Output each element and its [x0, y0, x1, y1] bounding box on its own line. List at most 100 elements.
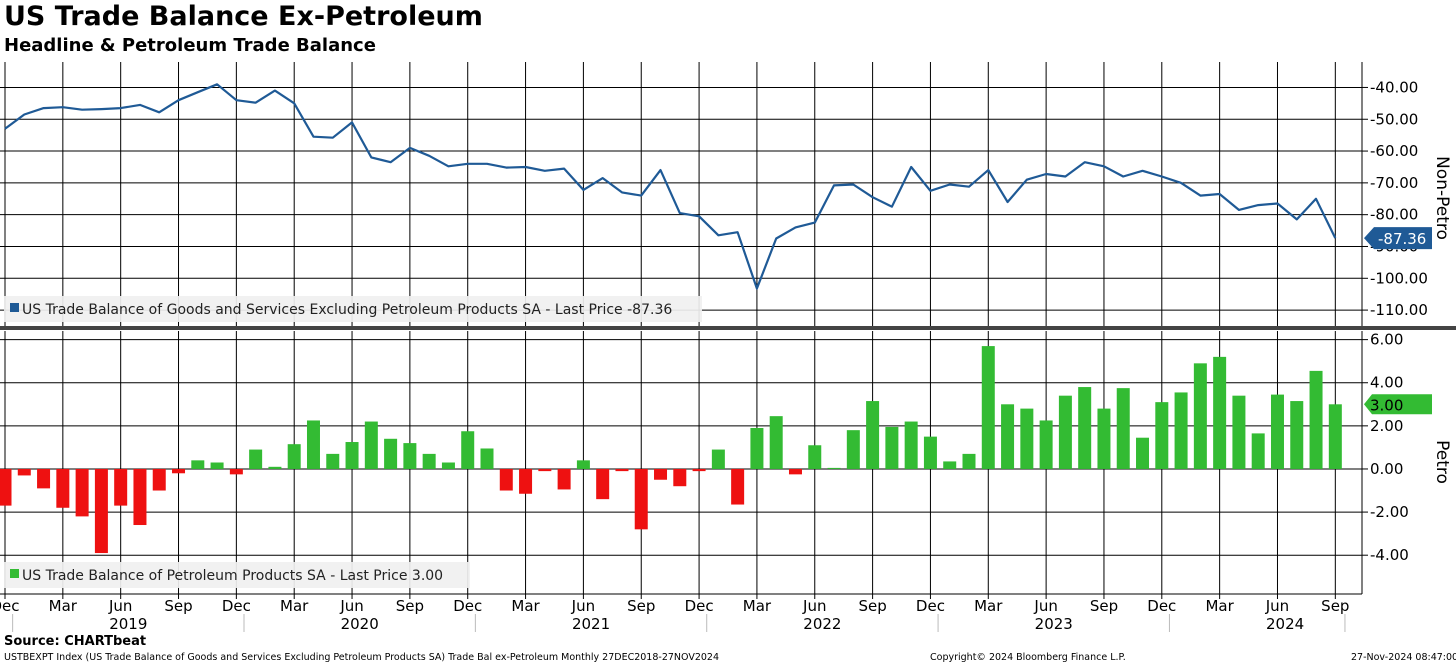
petro-bar [1001, 404, 1015, 469]
petro-bar [152, 468, 166, 491]
petro-bar [364, 421, 378, 469]
non-petro-line-series [4, 83, 1337, 290]
y-tick-label-top: -70.00 [1370, 174, 1418, 192]
y-tick-label-bottom: 2.00 [1370, 417, 1403, 435]
y-tick-label-top: -110.00 [1370, 301, 1428, 319]
petro-bar [866, 401, 880, 469]
last-value-label-bar: 3.00 [1370, 396, 1403, 414]
legend-label-line: US Trade Balance of Goods and Services E… [22, 302, 672, 318]
y-tick-label-top: -100.00 [1370, 269, 1428, 287]
petro-bar [191, 460, 205, 469]
chart-title: US Trade Balance Ex-Petroleum [4, 1, 483, 32]
legend-label-bar: US Trade Balance of Petroleum Products S… [22, 568, 443, 584]
legend-swatch-line [10, 303, 19, 312]
x-month-label: Sep [1321, 597, 1349, 615]
legend-box-bottom [4, 562, 470, 588]
x-month-label: Jun [339, 597, 363, 615]
x-year-label: 2022 [803, 615, 841, 633]
x-year-label: 2020 [341, 615, 379, 633]
petro-bar [557, 468, 571, 490]
petro-bar [731, 468, 745, 505]
petro-bar [229, 468, 243, 475]
petro-bar [750, 428, 764, 469]
petro-bar [943, 461, 957, 469]
petro-bar [1290, 401, 1304, 469]
petro-bar [846, 430, 860, 469]
x-month-label: Mar [1205, 597, 1234, 615]
petro-bar [769, 416, 783, 469]
y-tick-label-bottom: -4.00 [1370, 546, 1409, 564]
legend-swatch-bar [10, 569, 19, 578]
source-note: Source: CHARTbeat [4, 634, 147, 649]
axis-title-petro: Petro [1432, 440, 1452, 484]
petro-bar [1155, 402, 1169, 469]
last-value-tag-bar [1364, 394, 1432, 415]
timestamp: 27-Nov-2024 08:47:00 [1351, 652, 1456, 663]
x-year-label: 2019 [109, 615, 147, 633]
petro-bar [1078, 387, 1092, 469]
y-tick-label-bottom: -2.00 [1370, 503, 1409, 521]
petro-bar [1193, 363, 1207, 469]
petro-bar [615, 468, 629, 472]
x-month-label: Jun [108, 597, 132, 615]
petro-bar [904, 421, 918, 469]
chart-subtitle: Headline & Petroleum Trade Balance [4, 35, 376, 56]
y-tick-label-top: -60.00 [1370, 142, 1418, 160]
petro-bar [981, 346, 995, 469]
petro-bar [75, 468, 89, 517]
petro-bar [519, 468, 533, 494]
x-month-label: Jun [802, 597, 826, 615]
y-tick-label-bottom: 4.00 [1370, 374, 1403, 392]
petro-bar [808, 445, 822, 469]
x-month-label: Sep [858, 597, 886, 615]
axes [0, 62, 1456, 632]
legends: US Trade Balance of Goods and Services E… [4, 296, 702, 588]
petro-bar [1232, 395, 1246, 469]
x-month-label: Jun [1265, 597, 1289, 615]
x-month-label: Dec [1147, 597, 1176, 615]
petro-bar [923, 436, 937, 469]
petro-bar [422, 453, 436, 469]
petro-bar [576, 460, 590, 469]
petro-bar [1058, 395, 1072, 469]
last-value-tag-line [1364, 227, 1432, 250]
petro-bar [692, 468, 706, 472]
petro-bar [287, 444, 301, 469]
petro-bar [0, 468, 12, 506]
last-value-label-line: -87.36 [1378, 230, 1426, 248]
petro-bar [538, 468, 552, 472]
x-month-label: Jun [571, 597, 595, 615]
axis-labels: -40.00-50.00-60.00-70.00-80.00-90.00-100… [0, 78, 1452, 633]
y-tick-label-top: -40.00 [1370, 78, 1418, 96]
x-month-label: Mar [511, 597, 540, 615]
y-tick-label-top: -50.00 [1370, 110, 1418, 128]
petro-bar [172, 468, 186, 474]
x-month-label: Sep [1090, 597, 1118, 615]
x-year-label: 2023 [1035, 615, 1073, 633]
petro-bar [403, 443, 417, 469]
petro-bar [1136, 437, 1150, 469]
x-month-label: Mar [974, 597, 1003, 615]
petro-bar [480, 448, 494, 469]
petro-bar [1020, 408, 1034, 469]
x-month-label: Jun [1033, 597, 1057, 615]
x-year-label: 2021 [572, 615, 610, 633]
petro-bar [94, 468, 108, 554]
y-tick-label-top: -80.00 [1370, 206, 1418, 224]
petro-bar [326, 453, 340, 469]
petro-bar [1039, 420, 1053, 469]
petro-bar [1213, 356, 1227, 469]
x-month-label: Sep [627, 597, 655, 615]
x-month-label: Mar [280, 597, 309, 615]
petro-bar [1097, 408, 1111, 469]
petro-bar [885, 426, 899, 469]
petro-bar [268, 466, 282, 469]
x-month-label: Sep [396, 597, 424, 615]
axis-title-non-petro: Non-Petro [1432, 156, 1452, 240]
petro-bar [384, 438, 398, 469]
petro-bar [596, 468, 610, 500]
petro-bar [345, 442, 359, 469]
petro-bar [499, 468, 513, 491]
petro-bars [0, 346, 1342, 554]
petro-bar [788, 468, 802, 475]
